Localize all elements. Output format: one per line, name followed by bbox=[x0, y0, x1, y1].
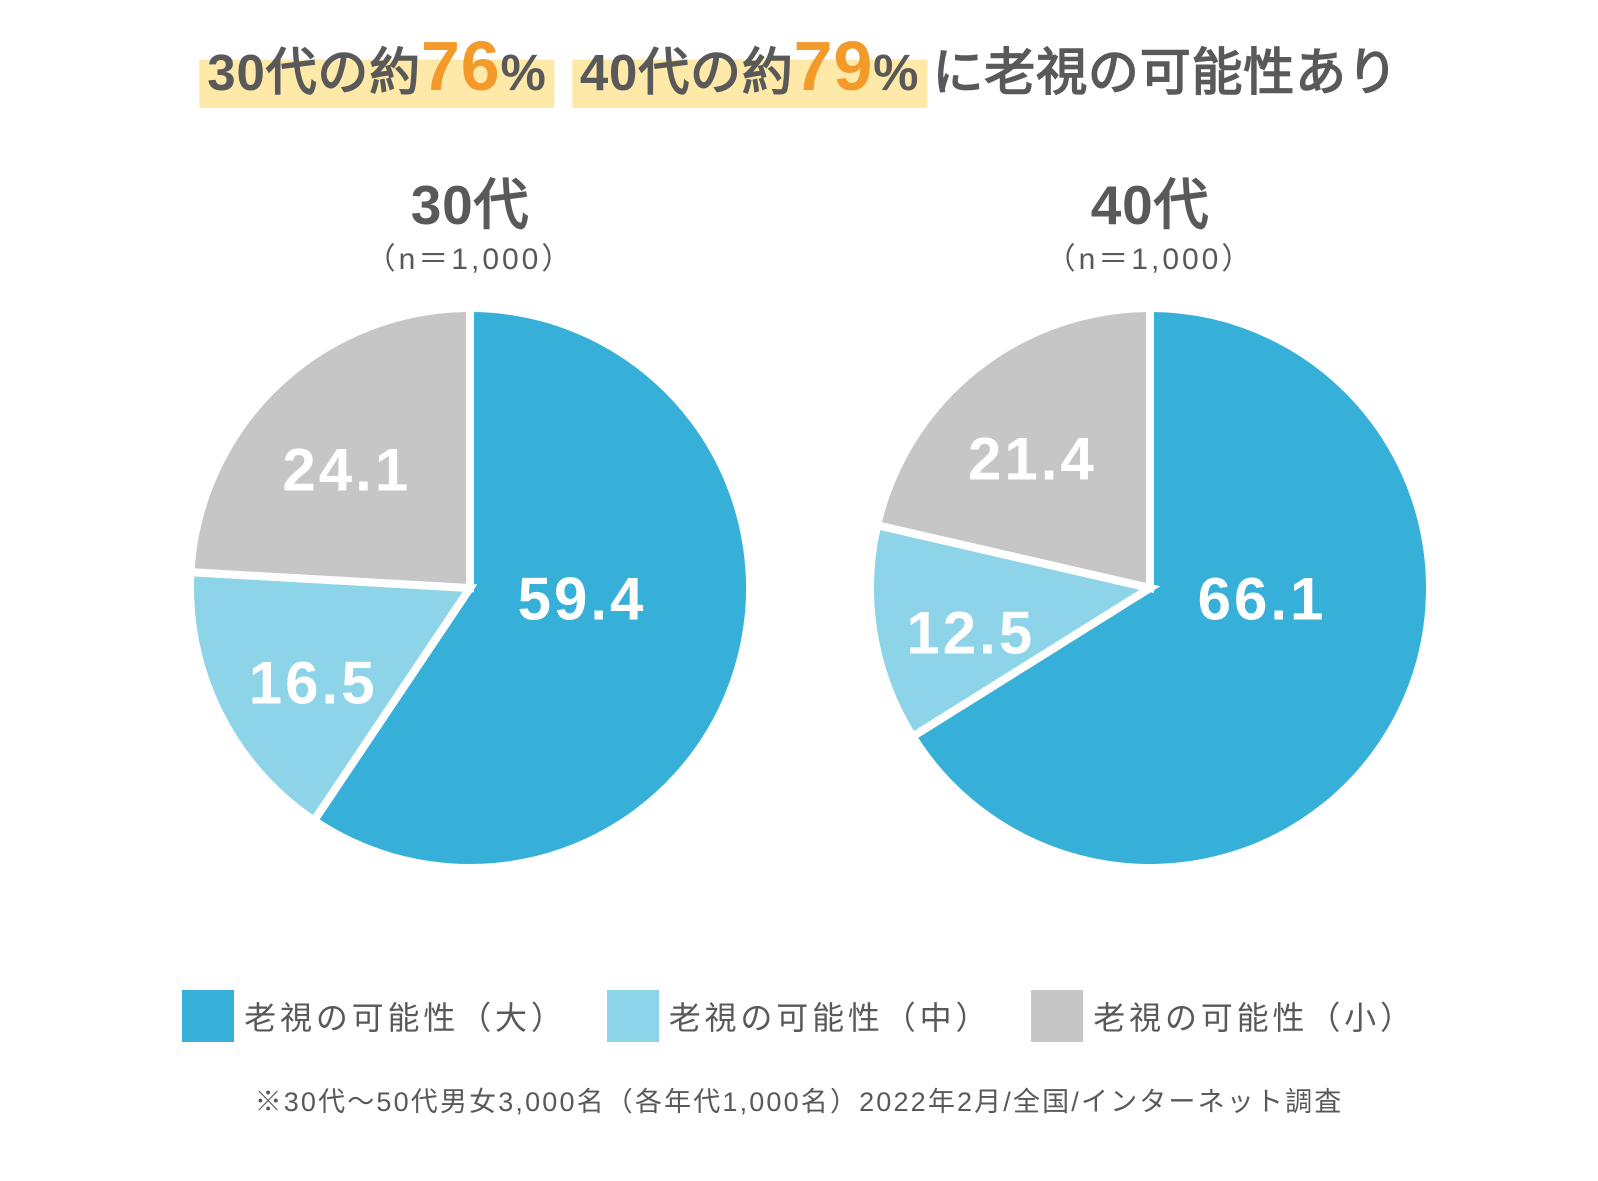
headline-part1-num: 76 bbox=[421, 27, 500, 105]
pie-label-large: 59.4 bbox=[518, 565, 647, 634]
chart-panel-age30: 30代（n＝1,000） 59.4 16.5 24.1 bbox=[160, 160, 780, 868]
pie: 59.4 16.5 24.1 bbox=[190, 308, 750, 868]
chart-subtitle: （n＝1,000） bbox=[160, 234, 780, 278]
headline-part2-prefix: 40代の約 bbox=[580, 44, 794, 101]
legend-label-small: 老視の可能性（小） bbox=[1093, 1000, 1416, 1036]
pie-label-small: 21.4 bbox=[968, 425, 1097, 494]
chart-title: 40代 bbox=[840, 160, 1460, 240]
pie-label-medium: 12.5 bbox=[906, 598, 1035, 667]
pie-label-medium: 16.5 bbox=[249, 649, 378, 718]
headline-part1-suffix: % bbox=[500, 44, 546, 101]
headline-part2-suffix: % bbox=[873, 44, 919, 101]
legend: 老視の可能性（大） 老視の可能性（中） 老視の可能性（小） bbox=[0, 990, 1598, 1042]
legend-swatch-large bbox=[182, 990, 234, 1042]
headline-marker-2: 40代の約79% bbox=[572, 20, 927, 108]
legend-swatch-medium bbox=[607, 990, 659, 1042]
legend-swatch-small bbox=[1031, 990, 1083, 1042]
headline-part2-num: 79 bbox=[794, 27, 873, 105]
headline: 30代の約76% 40代の約79% に老視の可能性あり bbox=[199, 20, 1398, 108]
headline-part1-prefix: 30代の約 bbox=[207, 44, 421, 101]
chart-area: 30代（n＝1,000）59.416.524.140代（n＝1,000）66.1… bbox=[0, 160, 1598, 950]
headline-marker-1: 30代の約76% bbox=[199, 20, 554, 108]
chart-subtitle: （n＝1,000） bbox=[840, 234, 1460, 278]
legend-label-large: 老視の可能性（大） bbox=[244, 1000, 567, 1036]
pie: 66.1 12.5 21.4 bbox=[870, 308, 1430, 868]
chart-title: 30代 bbox=[160, 160, 780, 240]
chart-panel-age40: 40代（n＝1,000） 66.1 12.5 21.4 bbox=[840, 160, 1460, 868]
footnote: ※30代〜50代男女3,000名（各年代1,000名）2022年2月/全国/イン… bbox=[0, 1080, 1598, 1119]
pie-label-large: 66.1 bbox=[1198, 565, 1327, 634]
legend-label-medium: 老視の可能性（中） bbox=[669, 1000, 992, 1036]
pie-label-small: 24.1 bbox=[282, 436, 411, 505]
headline-tail: に老視の可能性あり bbox=[933, 44, 1399, 101]
